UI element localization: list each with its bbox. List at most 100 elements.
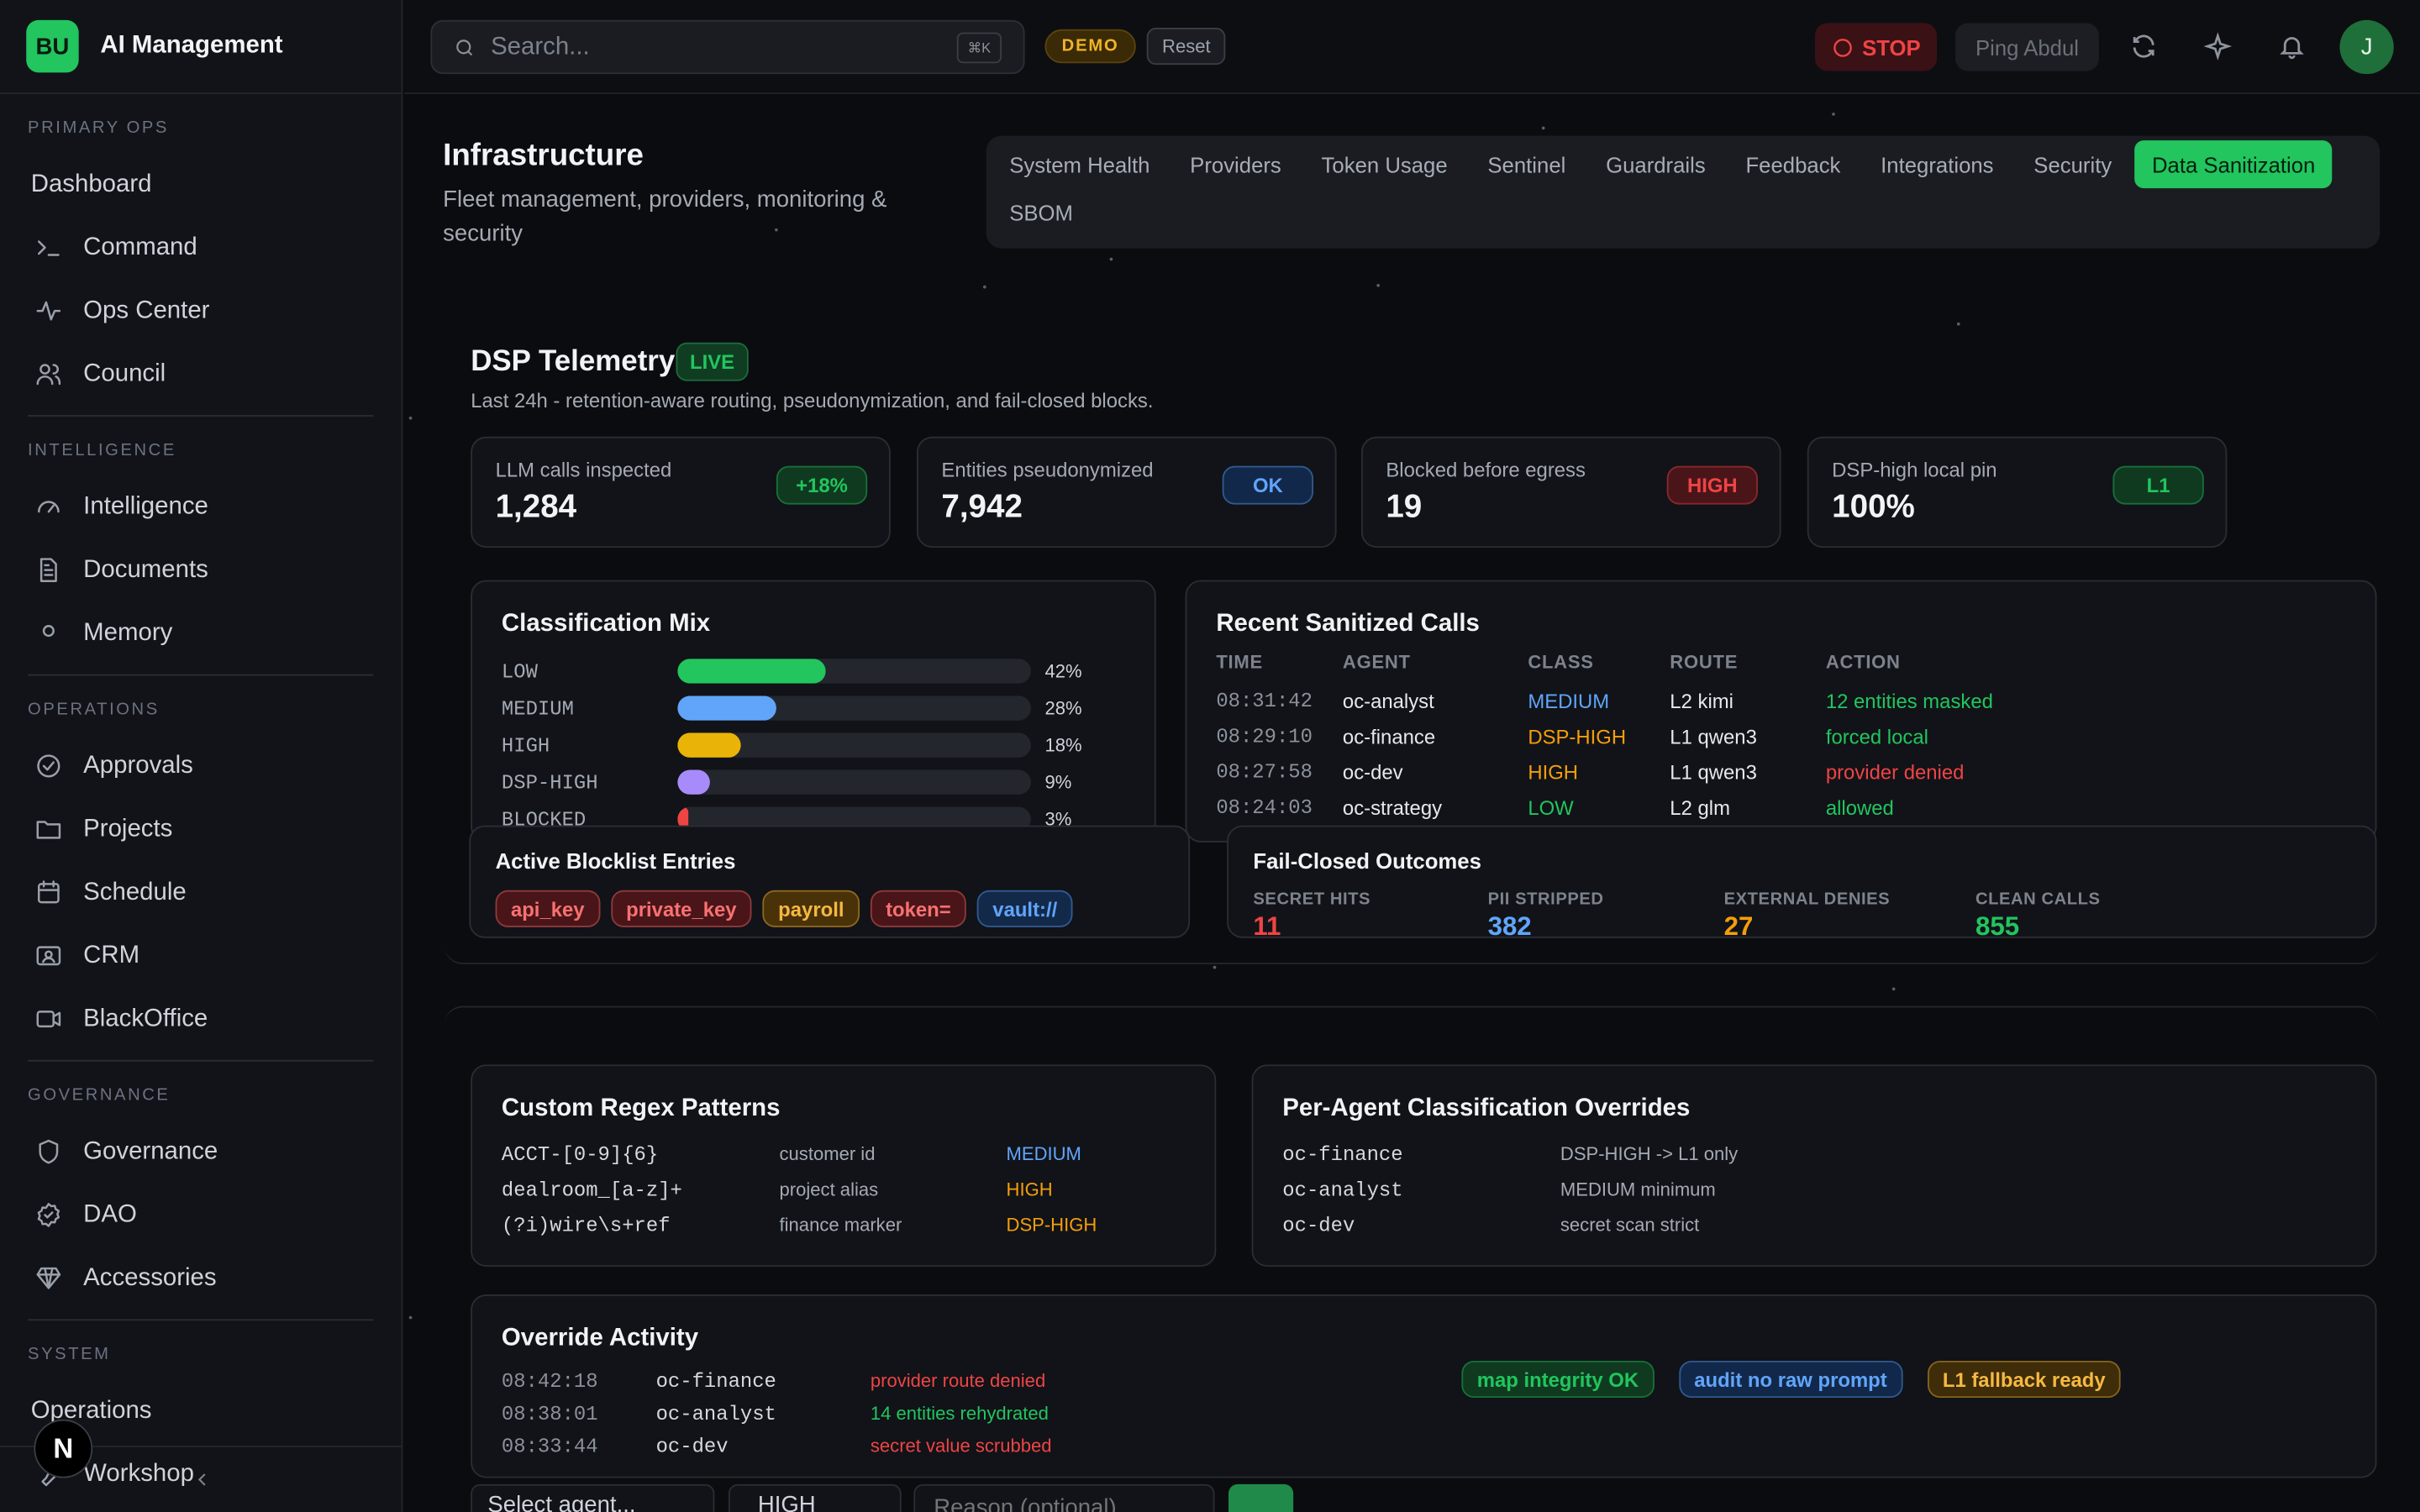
stat-label: Blocked before egress — [1386, 458, 1586, 482]
column-header: CLASS — [1528, 651, 1594, 673]
fail-closed-title: Fail-Closed Outcomes — [1253, 848, 1481, 874]
sidebar-item-label: Dashboard — [30, 170, 152, 197]
collapse-sidebar-button[interactable] — [0, 1445, 403, 1512]
tab-sentinel[interactable]: Sentinel — [1487, 151, 1566, 177]
sidebar-item-operations[interactable]: Operations — [28, 1379, 373, 1442]
blocklist-chip[interactable]: payroll — [762, 890, 860, 927]
tab-providers[interactable]: Providers — [1190, 151, 1281, 177]
sidebar-item-blackoffice[interactable]: BlackOffice — [28, 987, 373, 1050]
reason-input[interactable] — [913, 1483, 1215, 1512]
status-badge: L1 fallback ready — [1927, 1360, 2121, 1399]
sidebar-item-schedule[interactable]: Schedule — [28, 861, 373, 924]
table-cell: oc-analyst — [1342, 690, 1434, 713]
tab-sbom[interactable]: SBOM — [1009, 199, 1073, 225]
stat-value: 1,284 — [495, 489, 577, 525]
tab-integrations[interactable]: Integrations — [1881, 151, 1994, 177]
overrides-title: Per-Agent Classification Overrides — [1282, 1095, 1691, 1122]
table-cell: 12 entities masked — [1825, 690, 1993, 713]
search-input[interactable] — [491, 33, 939, 61]
notifications-button[interactable] — [2273, 28, 2310, 65]
tab-system-health[interactable]: System Health — [1009, 151, 1150, 177]
stat-card: LLM calls inspected 1,284 +18% — [471, 436, 891, 549]
blocklist-chip[interactable]: private_key — [610, 890, 752, 927]
regex-level: MEDIUM — [1006, 1142, 1081, 1165]
sidebar-item-intelligence[interactable]: Intelligence — [28, 475, 373, 538]
override-agent: oc-analyst — [1282, 1179, 1403, 1202]
table-cell: L2 glm — [1670, 795, 1730, 820]
regex-pattern: (?i)wire\s+ref — [501, 1214, 671, 1238]
sidebar-item-crm[interactable]: CRM — [28, 924, 373, 987]
search-box[interactable]: ⌘K — [430, 19, 1025, 75]
sidebar-item-approvals[interactable]: Approvals — [28, 734, 373, 797]
sidebar-item-projects[interactable]: Projects — [28, 798, 373, 861]
brand[interactable]: BU AI Management — [0, 0, 402, 95]
agent-select[interactable]: Select agent... — [471, 1483, 715, 1512]
sidebar-section-heading: INTELLIGENCE — [28, 441, 176, 460]
classification-title: Classification Mix — [501, 611, 711, 638]
blocklist-chip[interactable]: api_key — [495, 890, 600, 927]
sparkle-icon — [2203, 32, 2232, 60]
video-icon — [31, 1002, 65, 1036]
sidebar-item-dashboard[interactable]: Dashboard — [28, 153, 373, 216]
decor-dot — [982, 285, 986, 289]
blocklist-chip[interactable]: token= — [870, 890, 967, 927]
user-avatar[interactable]: J — [2339, 19, 2394, 75]
sidebar-item-label: CRM — [83, 942, 140, 969]
activity-time: 08:42:18 — [501, 1369, 598, 1394]
sidebar-item-ops-center[interactable]: Ops Center — [28, 279, 373, 342]
table-cell: 08:31:42 — [1216, 690, 1313, 713]
sidebar-item-label: Schedule — [83, 879, 187, 906]
reset-button[interactable]: Reset — [1146, 28, 1226, 66]
tab-data-sanitization[interactable]: Data Sanitization — [2134, 140, 2333, 189]
regex-card: Custom Regex Patterns ACCT-[0-9]{6} custo… — [471, 1064, 1217, 1267]
regex-description: customer id — [779, 1142, 876, 1165]
sidebar-item-governance[interactable]: Governance — [28, 1120, 373, 1183]
classification-bar-fill — [677, 696, 777, 721]
table-cell: 08:29:10 — [1216, 725, 1313, 748]
sparkle-button[interactable] — [2199, 28, 2236, 65]
regex-description: finance marker — [779, 1214, 902, 1236]
classification-label: DSP-HIGH — [501, 770, 598, 794]
badge-check-icon — [31, 1198, 65, 1231]
app-name: AI Management — [100, 32, 283, 59]
sidebar-item-accessories[interactable]: Accessories — [28, 1247, 373, 1310]
classification-bar-fill — [677, 732, 742, 758]
sidebar-section-heading: PRIMARY OPS — [28, 118, 169, 138]
document-icon — [31, 553, 65, 586]
classification-label: HIGH — [501, 733, 550, 757]
blocklist-chip[interactable]: vault:// — [976, 890, 1073, 927]
sidebar-section: GOVERNANCE Governance DAO Accessories — [0, 1086, 402, 1310]
stat-pill: OK — [1222, 465, 1314, 505]
stat-value: 7,942 — [941, 489, 1023, 525]
stat-pill: L1 — [2112, 465, 2204, 505]
stat-pill: HIGH — [1666, 465, 1759, 505]
tab-guardrails[interactable]: Guardrails — [1606, 151, 1706, 177]
sidebar-item-dao[interactable]: DAO — [28, 1184, 373, 1247]
tab-security[interactable]: Security — [2033, 151, 2112, 177]
table-cell: MEDIUM — [1528, 690, 1610, 713]
classification-label: LOW — [501, 659, 538, 683]
next-badge[interactable]: N — [34, 1419, 93, 1478]
level-select[interactable]: HIGH — [728, 1483, 902, 1512]
sidebar-item-label: BlackOffice — [83, 1005, 208, 1032]
sidebar-item-command[interactable]: Command — [28, 216, 373, 279]
status-badge: map integrity OK — [1461, 1360, 1655, 1399]
metric-value: 855 — [1975, 911, 2020, 938]
override-rule: MEDIUM minimum — [1560, 1179, 1716, 1200]
sidebar-section-heading: GOVERNANCE — [28, 1086, 171, 1105]
status-badge: audit no raw prompt — [1678, 1360, 1903, 1399]
sidebar-item-documents[interactable]: Documents — [28, 538, 373, 601]
tab-feedback[interactable]: Feedback — [1745, 151, 1841, 177]
table-cell: L1 qwen3 — [1670, 760, 1757, 785]
classification-bar-track — [677, 732, 1031, 758]
apply-override-button[interactable] — [1228, 1483, 1294, 1512]
stop-button[interactable]: STOP — [1814, 23, 1938, 71]
refresh-button[interactable] — [2125, 28, 2162, 65]
classification-bar-track — [677, 696, 1031, 721]
tab-token-usage[interactable]: Token Usage — [1321, 151, 1448, 177]
sidebar-item-label: Intelligence — [83, 492, 208, 520]
sidebar-item-memory[interactable]: Memory — [28, 601, 373, 664]
ping-button[interactable]: Ping Abdul — [1955, 23, 2099, 71]
sidebar-item-council[interactable]: Council — [28, 343, 373, 406]
decor-dot — [1832, 113, 1835, 116]
